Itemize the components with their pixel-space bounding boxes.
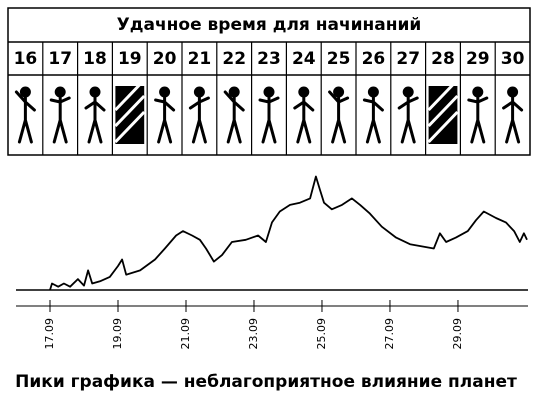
stripe: [427, 110, 459, 144]
day-label: 24: [292, 49, 316, 69]
day-label: 30: [501, 49, 525, 69]
day-label: 25: [327, 49, 351, 69]
caption: Пики графика — неблагоприятное влияние п…: [15, 372, 517, 392]
stick-figure: [223, 86, 245, 144]
body: [293, 94, 315, 144]
x-tick-label: 21.09: [179, 318, 192, 350]
day-label: 28: [431, 49, 455, 69]
stripe: [427, 78, 459, 112]
stripe: [114, 78, 146, 112]
x-tick-label: 17.09: [43, 318, 56, 350]
stick-figure: [467, 86, 489, 144]
body: [258, 94, 280, 144]
body: [154, 94, 176, 144]
stick-figure: [258, 86, 280, 144]
day-label: 22: [222, 49, 246, 69]
day-label: 19: [118, 49, 142, 69]
body: [502, 94, 524, 144]
body: [188, 94, 210, 144]
x-tick-label: 25.09: [315, 318, 328, 350]
body: [84, 94, 106, 144]
stripe: [427, 94, 459, 128]
body: [14, 90, 36, 144]
x-tick-label: 29.09: [451, 318, 464, 350]
body: [467, 94, 489, 144]
day-label: 18: [83, 49, 107, 69]
stripe: [114, 94, 146, 128]
data-line: [49, 175, 528, 291]
stick-figure: [154, 86, 176, 144]
day-label: 26: [362, 49, 386, 69]
stick-figure: [362, 86, 384, 144]
day-label: 17: [48, 49, 72, 69]
stick-figure: [14, 86, 36, 144]
x-tick-label: 23.09: [247, 318, 260, 350]
stick-figure: [49, 86, 71, 144]
stick-figure: [502, 86, 524, 144]
day-label: 21: [188, 49, 212, 69]
table-title: Удачное время для начинаний: [117, 15, 422, 35]
stick-figure: [188, 86, 210, 144]
day-label: 29: [466, 49, 490, 69]
day-label: 20: [153, 49, 177, 69]
x-tick-label: 19.09: [111, 318, 124, 350]
stick-figure: [397, 86, 419, 144]
stick-figure: [328, 86, 350, 144]
table-frame: [7, 7, 531, 156]
body: [397, 94, 419, 144]
day-label: 16: [14, 49, 38, 69]
day-label: 27: [396, 49, 420, 69]
body: [49, 94, 71, 144]
stick-figure: [293, 86, 315, 144]
body: [328, 90, 350, 144]
day-label: 23: [257, 49, 281, 69]
stripe: [114, 110, 146, 144]
body: [223, 90, 245, 144]
stick-figure: [84, 86, 106, 144]
x-tick-label: 27.09: [383, 318, 396, 350]
body: [362, 94, 384, 144]
